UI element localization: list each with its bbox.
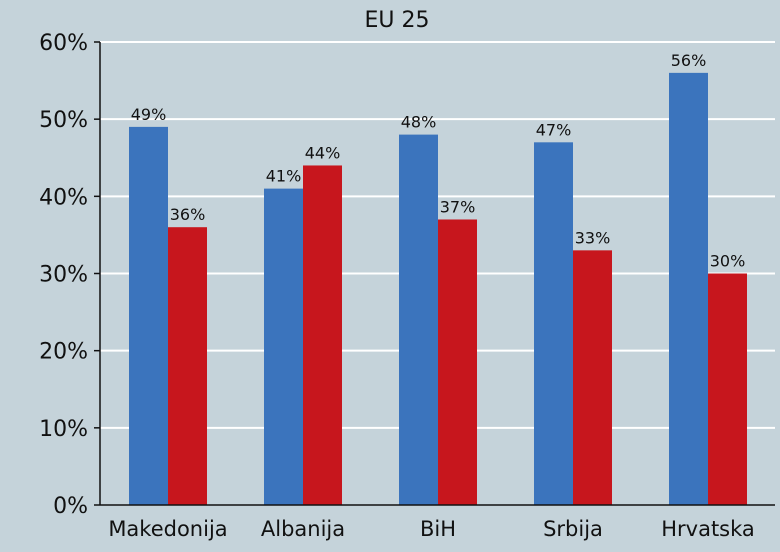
y-tick-label: 0% [53, 494, 88, 519]
y-tick-label: 20% [39, 340, 88, 365]
data-labels: 49% 36% 41%44% 48% 37% 47% 33% 56% 30% [131, 51, 746, 271]
x-tick-label: Hrvatska [661, 517, 755, 541]
data-label: 56% [671, 51, 707, 70]
data-label: 30% [710, 252, 746, 271]
bar [669, 72, 708, 505]
data-label: 47% [536, 120, 572, 139]
x-tick-label: BiH [420, 517, 456, 541]
bars [129, 72, 747, 506]
bar [168, 227, 207, 505]
data-label: 44% [305, 143, 341, 162]
x-tick-label: Albanija [261, 517, 345, 541]
y-tick-label: 60% [39, 31, 88, 56]
x-tick-labels: Makedonija Albanija BiH Srbija Hrvatska [108, 517, 754, 541]
y-tick-labels: 0% 10% 20% 30% 40% 50% 60% [39, 31, 100, 519]
x-tick-label: Srbija [543, 517, 603, 541]
y-tick-label: 30% [39, 263, 88, 288]
y-tick-label: 50% [39, 108, 88, 133]
bar [708, 273, 747, 505]
bar [264, 188, 303, 505]
data-label: 33% [575, 228, 611, 247]
data-label: 41% [266, 167, 302, 186]
data-label: 37% [440, 197, 476, 216]
y-tick-label: 10% [39, 417, 88, 442]
bar [573, 250, 612, 505]
bar [438, 219, 477, 505]
y-tick-label: 40% [39, 185, 88, 210]
data-label: 49% [131, 105, 167, 124]
bar [534, 142, 573, 506]
bar [303, 165, 342, 505]
chart-title: EU 25 [365, 8, 430, 33]
x-tick-label: Makedonija [108, 517, 227, 541]
bar [399, 134, 438, 505]
data-label: 48% [401, 113, 437, 132]
bar [129, 126, 168, 505]
data-label: 36% [170, 205, 206, 224]
